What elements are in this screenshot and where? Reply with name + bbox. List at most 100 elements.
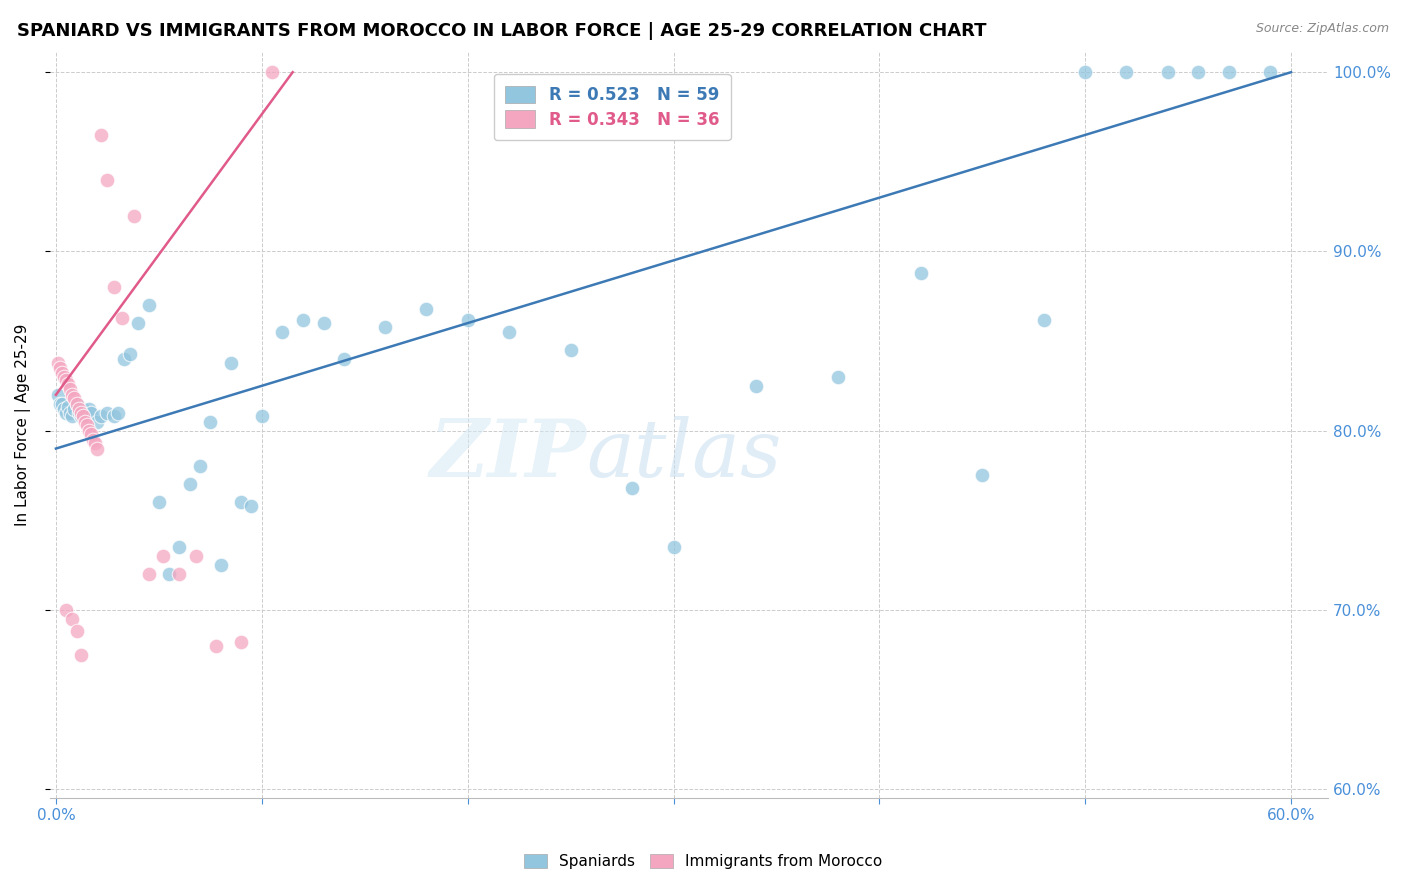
Point <box>415 301 437 316</box>
Point <box>138 567 160 582</box>
Point <box>80 427 103 442</box>
Point <box>1260 65 1282 79</box>
Point <box>560 343 582 357</box>
Point <box>51 397 73 411</box>
Point <box>86 442 108 456</box>
Point <box>250 409 273 424</box>
Point <box>60 388 83 402</box>
Point <box>118 346 141 360</box>
Point <box>498 325 520 339</box>
Point <box>271 325 294 339</box>
Point <box>69 648 91 662</box>
Point <box>69 409 91 424</box>
Point <box>60 409 83 424</box>
Point <box>103 409 125 424</box>
Text: ZIP: ZIP <box>430 416 586 493</box>
Text: SPANIARD VS IMMIGRANTS FROM MOROCCO IN LABOR FORCE | AGE 25-29 CORRELATION CHART: SPANIARD VS IMMIGRANTS FROM MOROCCO IN L… <box>17 22 987 40</box>
Point <box>84 436 107 450</box>
Point <box>179 477 201 491</box>
Point <box>231 495 253 509</box>
Point <box>65 624 87 639</box>
Point <box>49 360 72 375</box>
Point <box>58 401 80 415</box>
Point <box>910 266 932 280</box>
Point <box>72 409 94 424</box>
Point <box>107 406 129 420</box>
Point <box>1115 65 1137 79</box>
Point <box>73 415 96 429</box>
Point <box>138 298 160 312</box>
Point <box>67 406 90 420</box>
Point <box>77 424 100 438</box>
Point <box>374 319 396 334</box>
Point <box>827 370 849 384</box>
Point <box>77 402 100 417</box>
Point <box>205 639 228 653</box>
Point <box>111 310 134 325</box>
Point <box>200 415 222 429</box>
Point <box>1074 65 1097 79</box>
Point <box>96 172 118 186</box>
Point <box>76 418 98 433</box>
Point <box>80 406 103 420</box>
Point <box>53 370 76 384</box>
Legend: Spaniards, Immigrants from Morocco: Spaniards, Immigrants from Morocco <box>517 848 889 875</box>
Point <box>240 499 263 513</box>
Point <box>662 540 685 554</box>
Point <box>457 312 479 326</box>
Point <box>262 65 284 79</box>
Point <box>1187 65 1209 79</box>
Point <box>59 383 82 397</box>
Point <box>184 549 207 563</box>
Point <box>127 316 149 330</box>
Point <box>53 402 76 417</box>
Point <box>122 209 145 223</box>
Point <box>55 374 77 388</box>
Point <box>745 379 768 393</box>
Point <box>148 495 170 509</box>
Point <box>333 351 356 366</box>
Point <box>90 409 112 424</box>
Y-axis label: In Labor Force | Age 25-29: In Labor Force | Age 25-29 <box>15 323 31 525</box>
Point <box>621 481 644 495</box>
Point <box>1156 65 1178 79</box>
Point <box>59 406 82 420</box>
Point <box>69 406 91 420</box>
Point <box>76 409 98 424</box>
Point <box>67 402 90 417</box>
Point <box>1033 312 1056 326</box>
Point <box>209 558 232 572</box>
Point <box>103 280 125 294</box>
Point <box>96 406 118 420</box>
Point <box>63 402 86 417</box>
Legend: R = 0.523   N = 59, R = 0.343   N = 36: R = 0.523 N = 59, R = 0.343 N = 36 <box>494 74 731 140</box>
Text: Source: ZipAtlas.com: Source: ZipAtlas.com <box>1256 22 1389 36</box>
Text: atlas: atlas <box>586 416 782 493</box>
Point <box>152 549 174 563</box>
Point <box>82 433 104 447</box>
Point <box>65 397 87 411</box>
Point <box>63 392 86 406</box>
Point <box>46 355 69 369</box>
Point <box>1218 65 1240 79</box>
Point <box>60 612 83 626</box>
Point <box>51 366 73 380</box>
Point <box>73 406 96 420</box>
Point <box>65 397 87 411</box>
Point <box>86 415 108 429</box>
Point <box>72 402 94 417</box>
Point <box>46 388 69 402</box>
Point <box>49 397 72 411</box>
Point <box>169 567 191 582</box>
Point <box>157 567 180 582</box>
Point <box>972 468 994 483</box>
Point <box>312 316 335 330</box>
Point <box>231 635 253 649</box>
Point <box>112 351 135 366</box>
Point <box>169 540 191 554</box>
Point <box>58 377 80 392</box>
Point <box>55 603 77 617</box>
Point <box>55 406 77 420</box>
Point <box>219 355 242 369</box>
Point <box>291 312 314 326</box>
